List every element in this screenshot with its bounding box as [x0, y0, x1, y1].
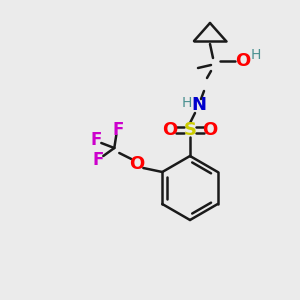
Text: S: S — [184, 121, 196, 139]
Text: F: F — [91, 131, 102, 149]
Text: O: O — [202, 121, 217, 139]
Text: H: H — [251, 48, 261, 62]
Text: H: H — [182, 96, 192, 110]
Text: F: F — [112, 121, 124, 139]
Text: F: F — [93, 151, 104, 169]
Text: O: O — [236, 52, 250, 70]
Text: O: O — [129, 155, 144, 173]
Text: N: N — [191, 96, 206, 114]
Text: O: O — [162, 121, 178, 139]
